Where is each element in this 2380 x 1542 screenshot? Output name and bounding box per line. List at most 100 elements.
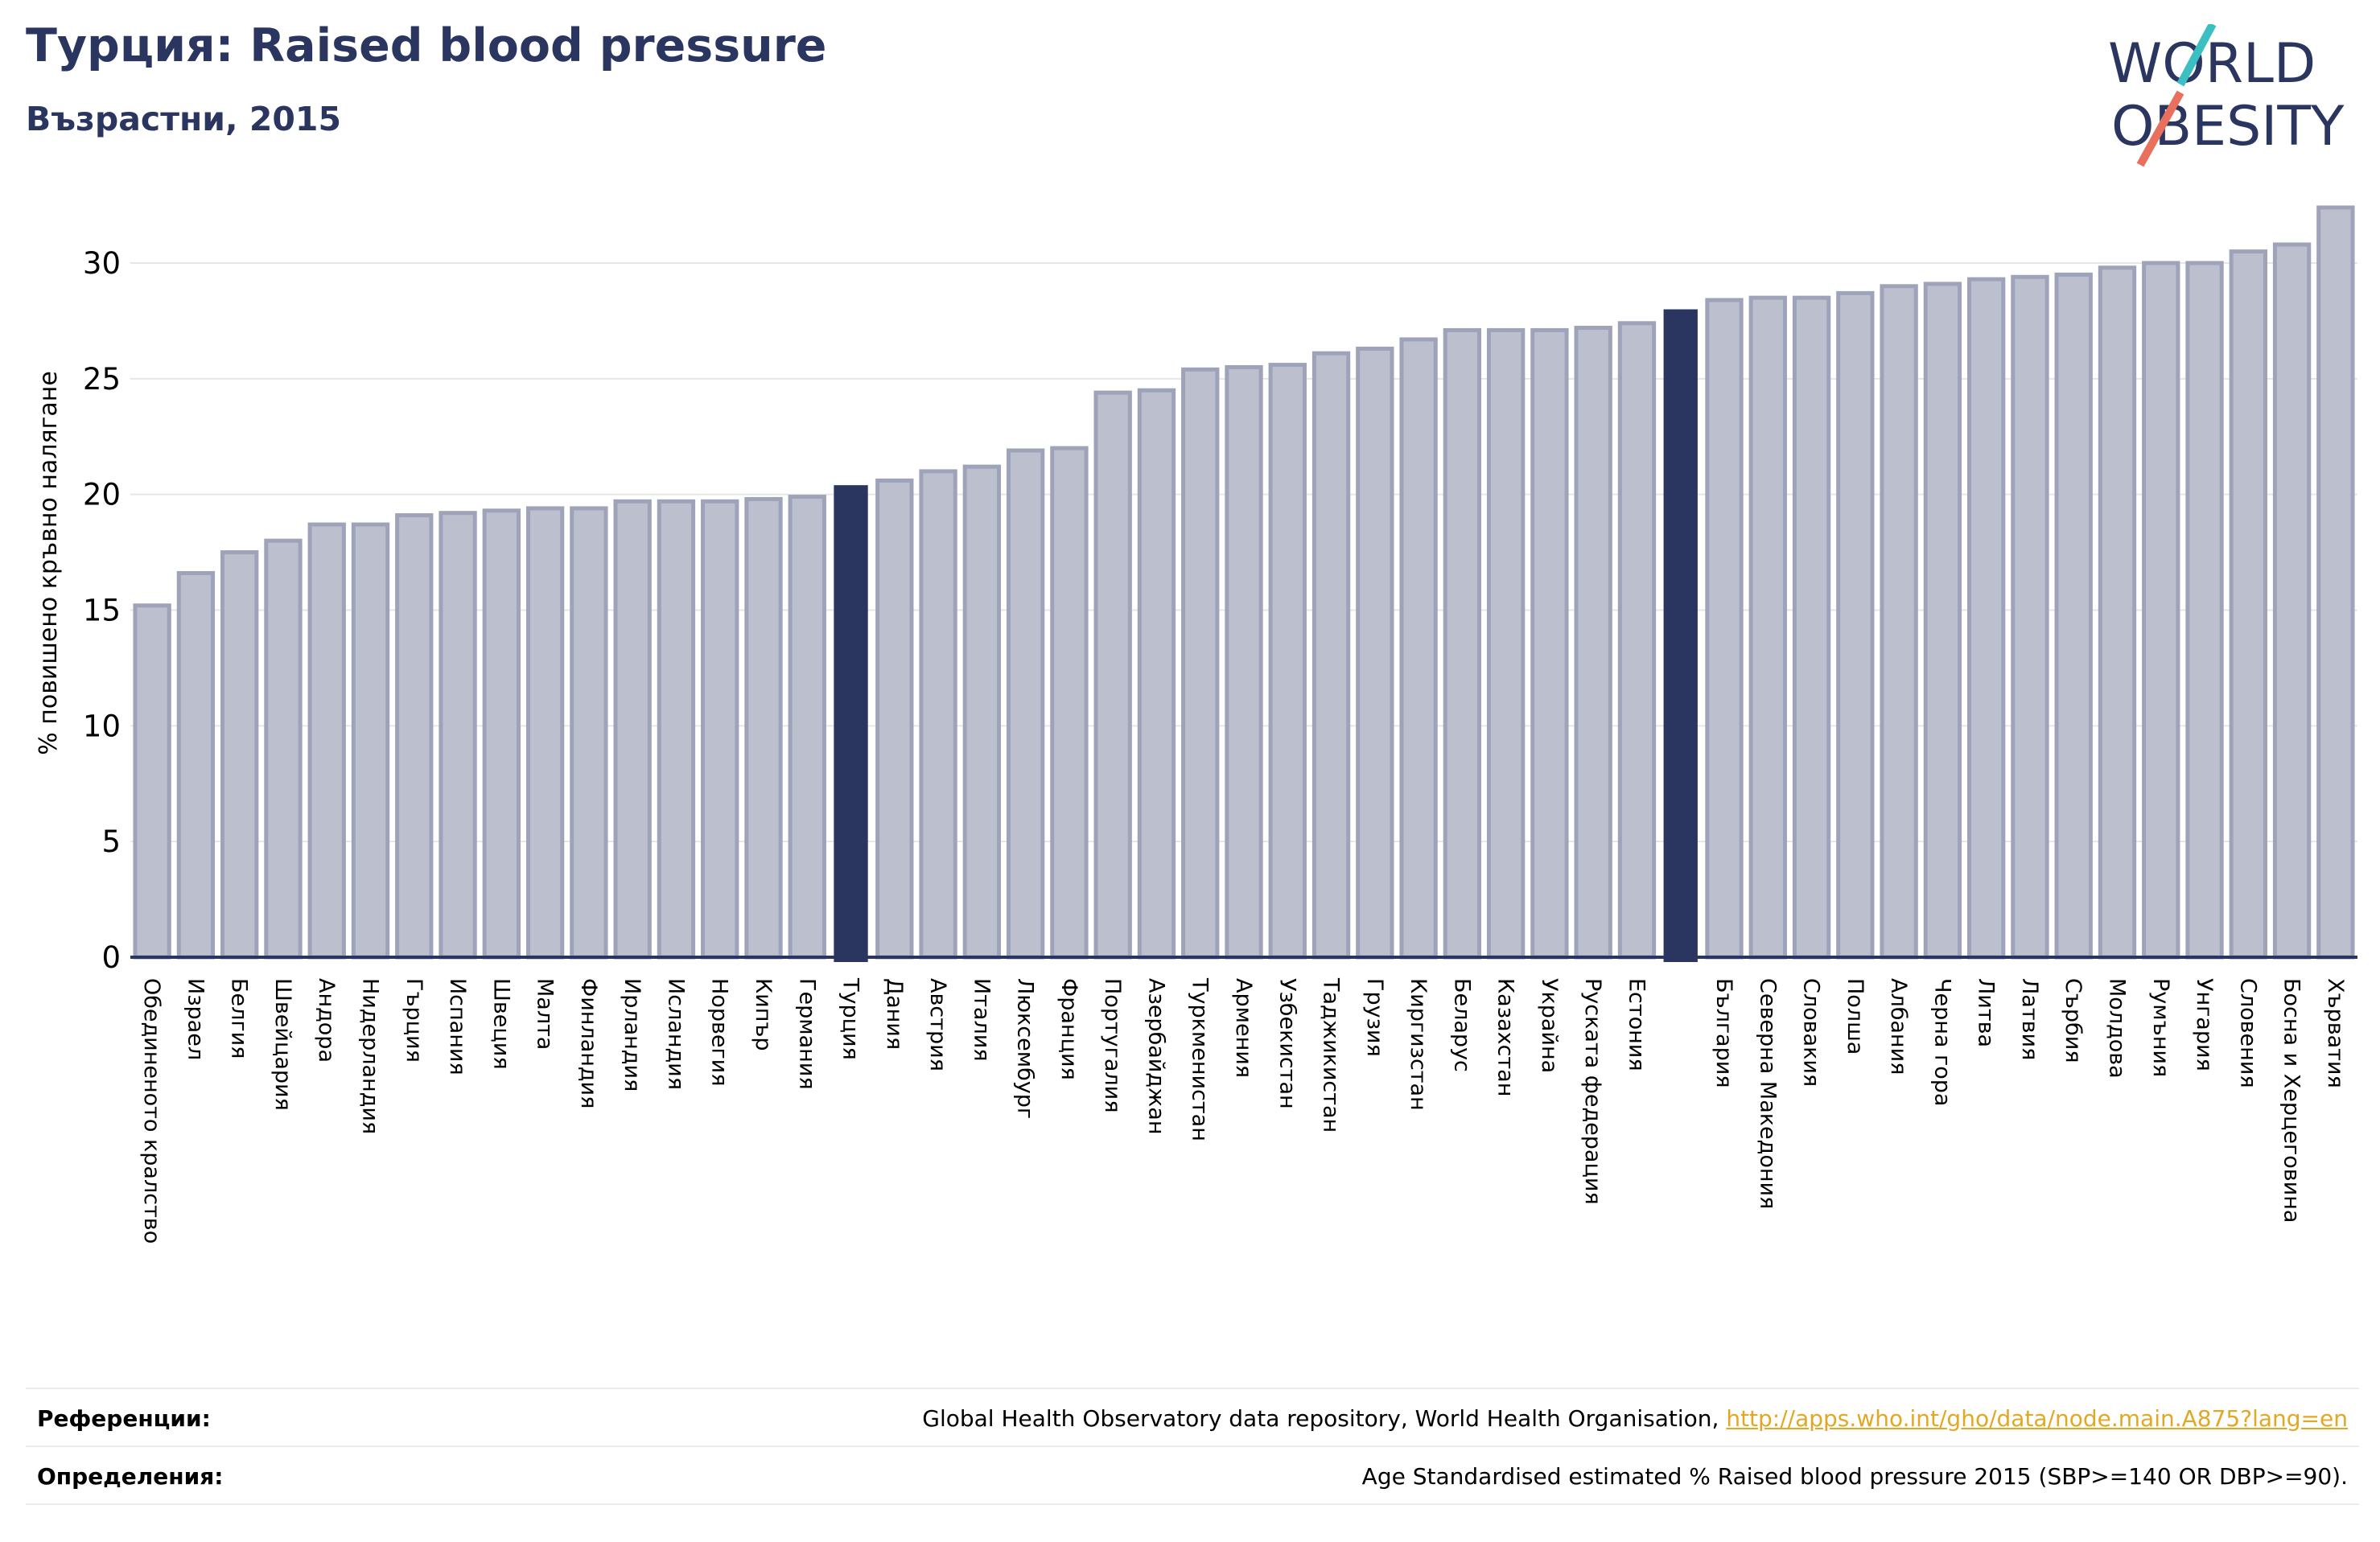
bar	[962, 464, 1002, 960]
bar	[1923, 282, 1962, 960]
x-tick-label: Австрия	[925, 978, 950, 1071]
bar	[657, 499, 696, 960]
bar	[1574, 326, 1612, 960]
bar	[264, 538, 303, 960]
bar	[351, 522, 390, 960]
x-tick-label: Дания	[882, 978, 907, 1050]
x-tick-label: Киргизстан	[1406, 978, 1431, 1111]
x-tick-label: България	[1711, 978, 1736, 1088]
references-value: Global Health Observatory data repositor…	[922, 1405, 2348, 1432]
x-tick-label: Беларус	[1449, 978, 1474, 1072]
bar	[1050, 446, 1089, 960]
x-tick-label: Обединеното кралство	[139, 978, 164, 1244]
bar	[2011, 274, 2049, 960]
y-tick-label: 5	[101, 824, 121, 859]
x-tick-label: Германия	[794, 978, 819, 1090]
y-tick-label: 25	[83, 362, 121, 397]
bar	[1880, 284, 1918, 960]
bar	[875, 478, 914, 960]
bar	[1006, 448, 1045, 960]
bar	[1399, 337, 1438, 960]
bar	[395, 513, 434, 960]
y-tick-label: 30	[83, 246, 121, 281]
bar	[1705, 298, 1744, 960]
x-tick-label: Полша	[1843, 978, 1867, 1055]
x-tick-label: Туркменистан	[1188, 977, 1213, 1141]
x-tick-label: Украйна	[1537, 978, 1562, 1073]
bar	[834, 485, 868, 962]
y-tick-label: 10	[83, 709, 121, 743]
y-axis-label: % повишено кръвно налягане	[35, 371, 63, 755]
x-tick-label: Сърбия	[2061, 978, 2086, 1063]
bar	[2185, 261, 2224, 960]
x-tick-label: Турция	[838, 977, 863, 1060]
references-row: Референции: Global Health Observatory da…	[37, 1390, 2348, 1446]
bar	[1093, 390, 1132, 960]
bar	[1748, 295, 1787, 960]
x-tick-label: Исландия	[663, 978, 688, 1090]
x-tick-label: Словения	[2235, 978, 2260, 1088]
bar	[482, 508, 521, 960]
references-link[interactable]: http://apps.who.int/gho/data/node.main.A…	[1726, 1404, 2348, 1432]
references-label: Референции:	[37, 1404, 211, 1432]
bar	[1617, 321, 1657, 960]
bar	[1530, 327, 1569, 960]
bar	[220, 550, 259, 960]
x-tick-label: Черна гора	[1929, 978, 1954, 1106]
x-tick-label: Ирландия	[620, 978, 644, 1092]
chart-subtitle: Възрастни, 2015	[26, 100, 341, 138]
bar	[919, 469, 957, 960]
x-tick-label: Франция	[1056, 978, 1081, 1080]
bar	[1225, 364, 1263, 960]
bar	[1486, 327, 1526, 960]
logo-teal-slash	[2176, 24, 2217, 87]
bar	[613, 499, 652, 960]
x-tick-label: Хърватия	[2323, 978, 2348, 1088]
x-tick-label: Нидерландия	[358, 978, 383, 1134]
bar	[176, 570, 216, 960]
x-tick-label: Люксембург	[1013, 978, 1038, 1119]
references-text: Global Health Observatory data repositor…	[922, 1404, 1727, 1432]
x-tick-label: Таджикистан	[1319, 977, 1344, 1133]
bar	[788, 495, 826, 960]
bar	[2272, 242, 2312, 960]
definitions-row: Определения: Age Standardised estimated …	[37, 1448, 2348, 1504]
x-tick-label: Молдова	[2104, 978, 2129, 1079]
logo-coral-slash	[2136, 90, 2184, 167]
bar	[2316, 205, 2355, 960]
x-tick-label: Израел	[183, 978, 208, 1060]
bar	[1836, 290, 1875, 960]
world-obesity-logo: WORLD OBESITY	[2108, 24, 2345, 167]
x-tick-label: Андора	[314, 978, 339, 1063]
footer-divider-bottom	[26, 1503, 2359, 1505]
x-tick-label: Норвегия	[707, 978, 732, 1086]
bar	[1181, 367, 1220, 960]
bar	[1966, 277, 2006, 960]
x-tick-label: Швейцария	[270, 978, 295, 1111]
y-tick-labels: 0 5 10 15 20 25 30	[83, 246, 121, 975]
x-tick-label: Гърция	[401, 978, 426, 1063]
bar	[1792, 295, 1831, 960]
x-tick-label: Узбекистан	[1274, 978, 1299, 1109]
x-tick-labels: Обединеното кралство Израел Белгия Швейцари…	[139, 977, 2348, 1244]
x-tick-label: Белгия	[227, 978, 252, 1059]
y-tick-label: 20	[83, 478, 121, 512]
x-tick-label: Испания	[445, 978, 470, 1075]
bar	[2229, 249, 2267, 960]
bar	[1663, 309, 1698, 962]
x-tick-label: Италия	[969, 978, 994, 1062]
footer-divider-middle	[26, 1445, 2359, 1447]
x-tick-label: Литва	[1974, 978, 1999, 1047]
bar	[701, 499, 739, 960]
bar	[1311, 351, 1351, 960]
x-tick-label: Босна и Херцеговина	[2279, 978, 2304, 1223]
bar	[525, 506, 565, 960]
bar	[2098, 265, 2137, 960]
bar	[133, 603, 171, 960]
logo-line1: WORLD	[2108, 32, 2316, 96]
x-tick-label: Швеция	[488, 978, 513, 1070]
bar	[1443, 327, 1482, 960]
x-tick-label: Унгария	[2192, 978, 2217, 1071]
bar	[2054, 272, 2093, 960]
definitions-text: Age Standardised estimated % Raised bloo…	[1361, 1462, 2348, 1490]
